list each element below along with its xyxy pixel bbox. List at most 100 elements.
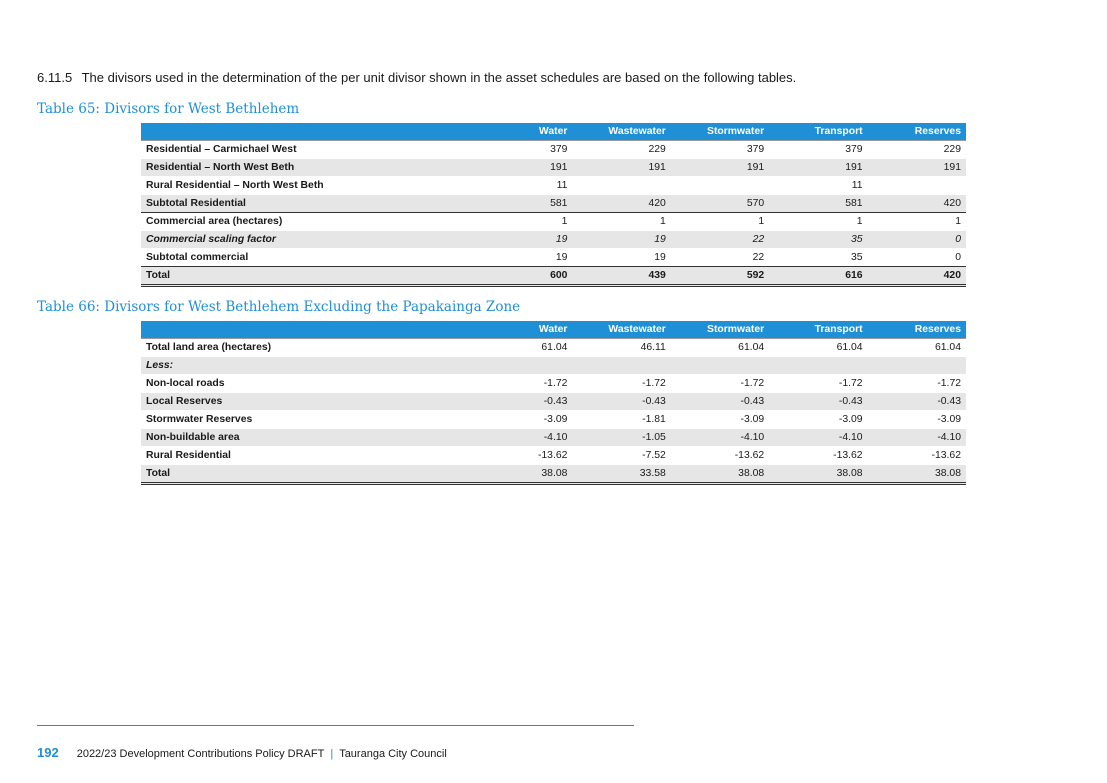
table-66-caption: Table 66: Divisors for West Bethlehem Ex… (37, 299, 521, 315)
cell: -13.62 (670, 446, 770, 465)
cell: 38.08 (474, 464, 573, 485)
row-label: Rural Residential – North West Beth (141, 176, 475, 195)
header-cell (141, 123, 475, 141)
cell: -1.81 (572, 410, 671, 429)
cell: -4.10 (670, 428, 770, 447)
cell: 1 (769, 212, 868, 231)
cell: -4.10 (474, 428, 573, 447)
row-label: Non-local roads (141, 374, 475, 393)
row-label: Total (141, 464, 475, 485)
cell: 191 (572, 158, 671, 177)
row-label: Total land area (hectares) (141, 338, 475, 357)
cell: -1.72 (474, 374, 573, 393)
table-row: Local Reserves -0.43 -0.43 -0.43 -0.43 -… (141, 392, 966, 411)
cell: 191 (670, 158, 770, 177)
table-row: Commercial scaling factor 19 19 22 35 0 (141, 230, 966, 249)
cell: -0.43 (572, 392, 671, 411)
cell: 38.08 (670, 464, 770, 485)
cell (572, 176, 671, 195)
header-cell: Transport (769, 123, 868, 141)
cell: 191 (769, 158, 868, 177)
cell: 581 (474, 194, 573, 213)
cell: -13.62 (769, 446, 868, 465)
cell (867, 356, 966, 375)
row-label: Less: (141, 356, 475, 375)
cell: 581 (769, 194, 868, 213)
cell: 22 (670, 248, 770, 267)
row-label: Rural Residential (141, 446, 475, 465)
cell: -3.09 (670, 410, 770, 429)
cell: 19 (572, 230, 671, 249)
cell: -1.05 (572, 428, 671, 447)
header-cell: Transport (769, 321, 868, 339)
table-row: Non-buildable area -4.10 -1.05 -4.10 -4.… (141, 428, 966, 447)
table-row: Residential – North West Beth 191 191 19… (141, 158, 966, 177)
page-footer: 192 2022/23 Development Contributions Po… (37, 745, 447, 760)
cell (670, 356, 770, 375)
cell: 229 (867, 140, 966, 159)
cell: -0.43 (769, 392, 868, 411)
total-row: Total 600 439 592 616 420 (141, 266, 966, 287)
row-label: Commercial area (hectares) (141, 212, 475, 231)
cell: 61.04 (867, 338, 966, 357)
cell: 46.11 (572, 338, 671, 357)
document-title: 2022/23 Development Contributions Policy… (76, 748, 325, 760)
cell: -4.10 (769, 428, 868, 447)
cell: 379 (474, 140, 573, 159)
subtotal-row: Subtotal Residential 581 420 570 581 420 (141, 194, 966, 213)
table-65-caption: Table 65: Divisors for West Bethlehem (37, 101, 300, 117)
cell (769, 356, 868, 375)
header-cell: Water (474, 321, 573, 339)
cell (867, 176, 966, 195)
cell: -3.09 (867, 410, 966, 429)
row-label: Subtotal commercial (141, 248, 475, 267)
cell: 191 (867, 158, 966, 177)
table-row: Rural Residential -13.62 -7.52 -13.62 -1… (141, 446, 966, 465)
section-number: 6.11.5 (37, 70, 73, 85)
cell: 19 (572, 248, 671, 267)
cell: 420 (867, 266, 966, 287)
cell: -0.43 (670, 392, 770, 411)
cell: -3.09 (769, 410, 868, 429)
cell: 11 (769, 176, 868, 195)
intro-text: The divisors used in the determination o… (81, 70, 797, 85)
cell: -4.10 (867, 428, 966, 447)
header-cell: Stormwater (670, 321, 770, 339)
cell (474, 356, 573, 375)
cell: 1 (572, 212, 671, 231)
intro-paragraph: 6.11.5 The divisors used in the determin… (37, 70, 796, 85)
footer-divider (37, 725, 634, 726)
cell: 191 (474, 158, 573, 177)
cell: -13.62 (867, 446, 966, 465)
cell: -1.72 (769, 374, 868, 393)
cell: -7.52 (572, 446, 671, 465)
row-label: Residential – North West Beth (141, 158, 475, 177)
table-row: Residential – Carmichael West 379 229 37… (141, 140, 966, 159)
cell: 35 (769, 230, 868, 249)
cell: 22 (670, 230, 770, 249)
row-label: Total (141, 266, 475, 287)
header-cell: Wastewater (572, 123, 671, 141)
cell: 379 (670, 140, 770, 159)
cell: 1 (670, 212, 770, 231)
row-label: Subtotal Residential (141, 194, 475, 213)
cell: 592 (670, 266, 770, 287)
cell: -1.72 (867, 374, 966, 393)
cell: -1.72 (572, 374, 671, 393)
header-cell: Water (474, 123, 573, 141)
cell: 420 (572, 194, 671, 213)
row-label: Local Reserves (141, 392, 475, 411)
cell: 600 (474, 266, 573, 287)
cell: 61.04 (769, 338, 868, 357)
cell: 38.08 (769, 464, 868, 485)
cell: 61.04 (670, 338, 770, 357)
header-cell: Reserves (867, 321, 966, 339)
cell: 61.04 (474, 338, 573, 357)
cell: 1 (474, 212, 573, 231)
table-row: Less: (141, 356, 966, 375)
cell: 420 (867, 194, 966, 213)
organisation-name: Tauranga City Council (339, 748, 447, 760)
row-label: Commercial scaling factor (141, 230, 475, 249)
table-row: Non-local roads -1.72 -1.72 -1.72 -1.72 … (141, 374, 966, 393)
cell: 19 (474, 248, 573, 267)
